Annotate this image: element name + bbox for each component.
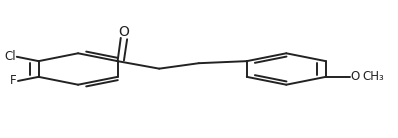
Text: Cl: Cl	[4, 50, 16, 63]
Text: CH₃: CH₃	[362, 70, 384, 83]
Text: O: O	[119, 25, 129, 39]
Text: F: F	[10, 75, 17, 87]
Text: O: O	[351, 70, 360, 83]
